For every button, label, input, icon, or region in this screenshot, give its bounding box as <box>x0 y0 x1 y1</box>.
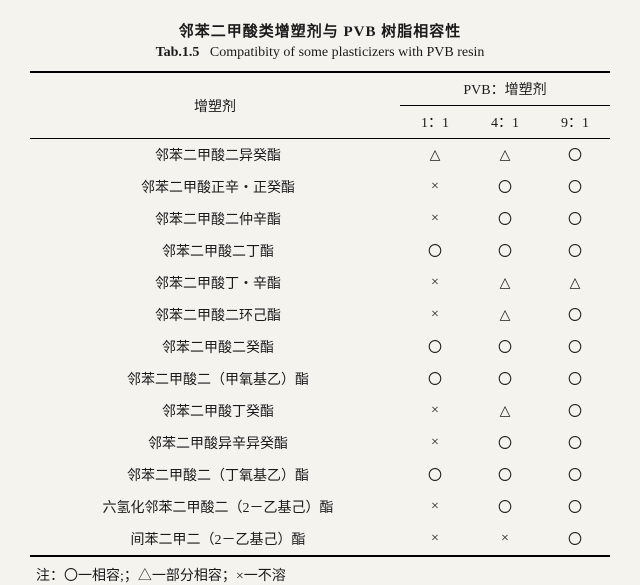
plasticizer-name: 邻苯二甲酸正辛・正癸酯 <box>30 171 400 203</box>
column-group-header-ratio: PVB：增塑剂 <box>400 72 610 106</box>
compat-cell: 〇 <box>400 459 470 491</box>
compat-cell: 〇 <box>540 139 610 172</box>
compat-cell: 〇 <box>470 427 540 459</box>
table-row: 邻苯二甲酸二仲辛酯×〇〇 <box>30 203 610 235</box>
table-row: 邻苯二甲酸二（丁氧基乙）酯〇〇〇 <box>30 459 610 491</box>
compat-cell: 〇 <box>540 203 610 235</box>
compat-cell: 〇 <box>470 331 540 363</box>
plasticizer-name: 邻苯二甲酸丁癸酯 <box>30 395 400 427</box>
plasticizer-name: 邻苯二甲酸二丁酯 <box>30 235 400 267</box>
plasticizer-name: 邻苯二甲酸二癸酯 <box>30 331 400 363</box>
compat-cell: △ <box>470 299 540 331</box>
table-row: 邻苯二甲酸二异癸酯△△〇 <box>30 139 610 172</box>
compat-cell: 〇 <box>470 203 540 235</box>
compat-cell: × <box>400 395 470 427</box>
plasticizer-name: 邻苯二甲酸二仲辛酯 <box>30 203 400 235</box>
table-row: 邻苯二甲酸二丁酯〇〇〇 <box>30 235 610 267</box>
compat-cell: 〇 <box>400 331 470 363</box>
column-header-ratio-2: 9：1 <box>540 106 610 139</box>
table-row: 六氢化邻苯二甲酸二（2－乙基己）酯×〇〇 <box>30 491 610 523</box>
plasticizer-name: 邻苯二甲酸二环己酯 <box>30 299 400 331</box>
compat-cell: × <box>400 171 470 203</box>
compat-cell: △ <box>470 395 540 427</box>
column-header-ratio-1: 4：1 <box>470 106 540 139</box>
plasticizer-name: 邻苯二甲酸二（丁氧基乙）酯 <box>30 459 400 491</box>
compat-cell: 〇 <box>540 363 610 395</box>
table-row: 邻苯二甲酸二癸酯〇〇〇 <box>30 331 610 363</box>
plasticizer-name: 邻苯二甲酸二（甲氧基乙）酯 <box>30 363 400 395</box>
table-row: 邻苯二甲酸异辛异癸酯×〇〇 <box>30 427 610 459</box>
compat-cell: 〇 <box>540 331 610 363</box>
compat-cell: 〇 <box>400 235 470 267</box>
compat-cell: 〇 <box>540 427 610 459</box>
plasticizer-name: 邻苯二甲酸丁・辛酯 <box>30 267 400 299</box>
compat-cell: △ <box>470 139 540 172</box>
plasticizer-name: 邻苯二甲酸二异癸酯 <box>30 139 400 172</box>
compatibility-table: 增塑剂 PVB：增塑剂 1：14：19：1 邻苯二甲酸二异癸酯△△〇邻苯二甲酸正… <box>30 71 610 557</box>
compat-cell: 〇 <box>540 171 610 203</box>
table-number: Tab.1.5 <box>156 45 200 60</box>
compat-cell: 〇 <box>470 171 540 203</box>
table-row: 邻苯二甲酸二环己酯×△〇 <box>30 299 610 331</box>
plasticizer-name: 间苯二甲二（2－乙基己）酯 <box>30 523 400 556</box>
compat-cell: 〇 <box>540 491 610 523</box>
column-header-plasticizer: 增塑剂 <box>30 72 400 139</box>
table-caption-en: Compatibity of some plasticizers with PV… <box>210 45 485 60</box>
compat-cell: × <box>400 299 470 331</box>
compat-cell: 〇 <box>540 395 610 427</box>
table-row: 邻苯二甲酸丁・辛酯×△△ <box>30 267 610 299</box>
table-row: 邻苯二甲酸丁癸酯×△〇 <box>30 395 610 427</box>
compat-cell: △ <box>470 267 540 299</box>
compat-cell: 〇 <box>470 363 540 395</box>
compat-cell: × <box>400 427 470 459</box>
compat-cell: × <box>470 523 540 556</box>
compat-cell: × <box>400 491 470 523</box>
compat-cell: × <box>400 203 470 235</box>
compat-cell: 〇 <box>540 459 610 491</box>
compat-cell: 〇 <box>540 235 610 267</box>
compat-cell: 〇 <box>470 491 540 523</box>
compat-cell: × <box>400 523 470 556</box>
compat-cell: 〇 <box>470 235 540 267</box>
compat-cell: △ <box>540 267 610 299</box>
plasticizer-name: 六氢化邻苯二甲酸二（2－乙基己）酯 <box>30 491 400 523</box>
table-title-en: Tab.1.5 Compatibity of some plasticizers… <box>30 45 610 61</box>
plasticizer-name: 邻苯二甲酸异辛异癸酯 <box>30 427 400 459</box>
column-header-ratio-0: 1：1 <box>400 106 470 139</box>
table-row: 邻苯二甲酸二（甲氧基乙）酯〇〇〇 <box>30 363 610 395</box>
table-row: 间苯二甲二（2－乙基己）酯××〇 <box>30 523 610 556</box>
table-row: 邻苯二甲酸正辛・正癸酯×〇〇 <box>30 171 610 203</box>
compat-cell: 〇 <box>400 363 470 395</box>
table-footnote: 注：〇一相容;；△一部分相容；×一不溶 <box>30 565 610 585</box>
compat-cell: 〇 <box>540 299 610 331</box>
compat-cell: 〇 <box>470 459 540 491</box>
compat-cell: 〇 <box>540 523 610 556</box>
compat-cell: × <box>400 267 470 299</box>
table-title-cn: 邻苯二甲酸类增塑剂与 PVB 树脂相容性 <box>30 20 610 41</box>
compat-cell: △ <box>400 139 470 172</box>
